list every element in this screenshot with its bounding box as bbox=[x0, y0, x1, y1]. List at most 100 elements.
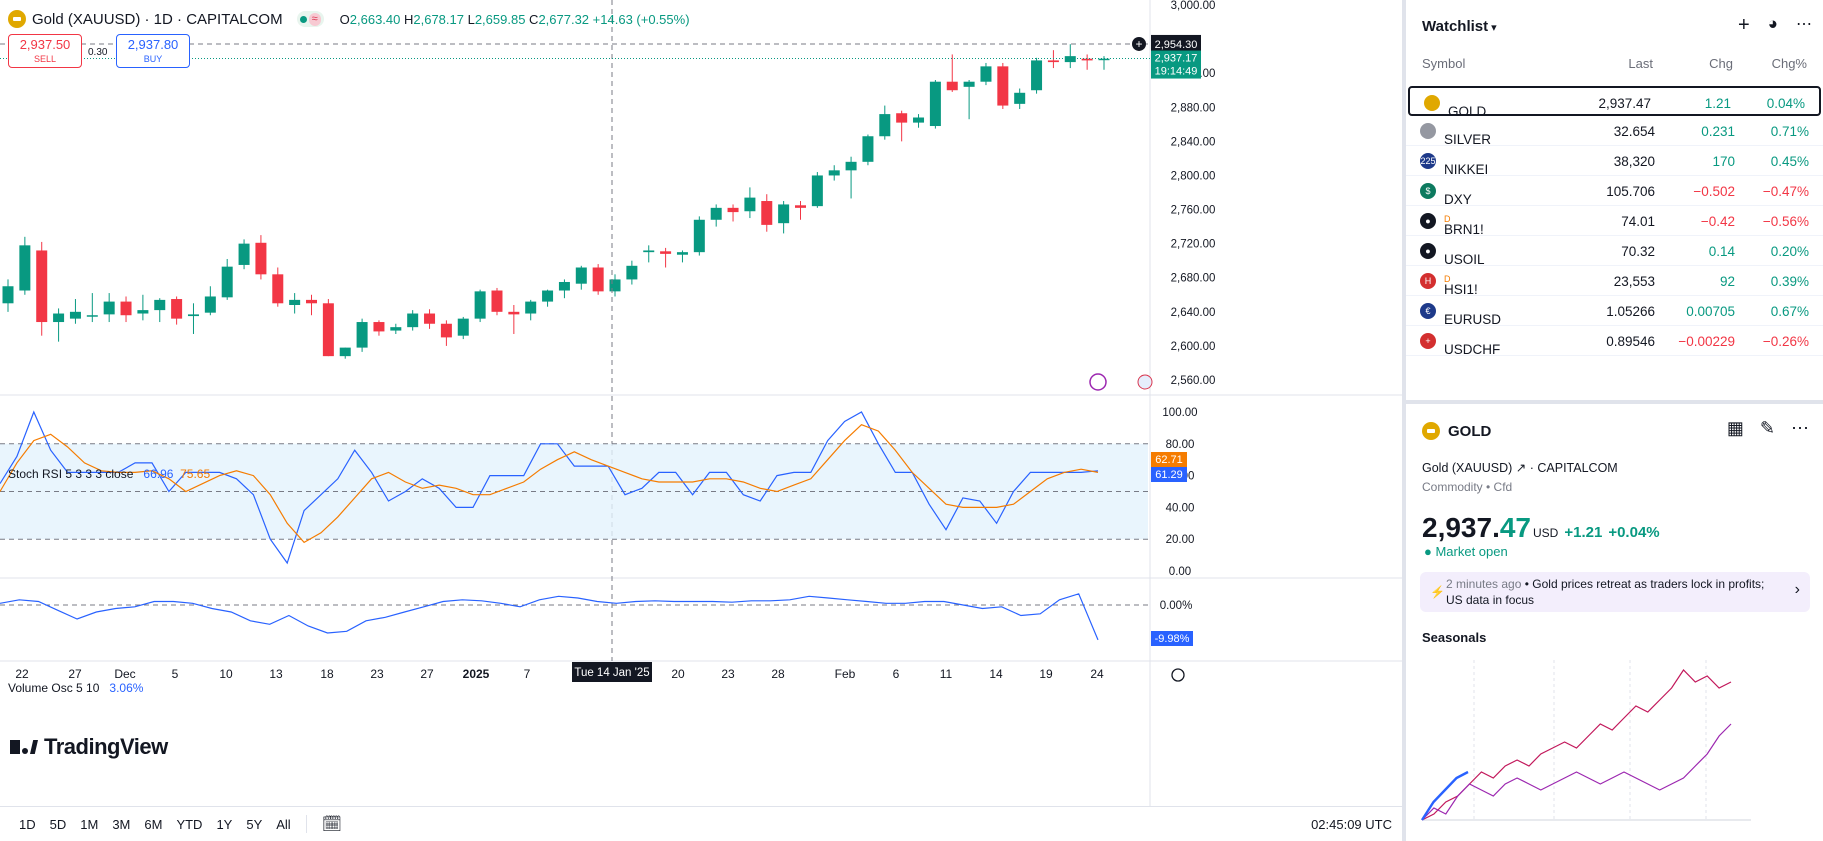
add-symbol-icon[interactable]: + bbox=[1738, 14, 1750, 36]
candle-body bbox=[744, 197, 756, 212]
range-1y-button[interactable]: 1Y bbox=[216, 816, 233, 832]
watchlist-chg-pct: 0.67% bbox=[1770, 304, 1809, 319]
watchlist-chg-pct: 0.45% bbox=[1770, 154, 1809, 169]
grid-view-icon[interactable]: ▦ bbox=[1726, 418, 1744, 438]
watchlist-row-brn1[interactable]: ● BRN1! D 74.01 −0.42 −0.56% bbox=[1406, 206, 1823, 237]
range-3m-button[interactable]: 3M bbox=[112, 816, 131, 832]
price-tail: 47 bbox=[1499, 512, 1532, 543]
flag-event-icon bbox=[1137, 374, 1153, 390]
crosshair-price-label: 2,954.30 bbox=[1155, 39, 1198, 51]
buy-button[interactable]: 2,937.80 BUY bbox=[116, 34, 190, 68]
more-options-icon[interactable]: ⋯ bbox=[1796, 16, 1812, 33]
volume-osc-legend[interactable]: Volume Osc 5 10 3.06% bbox=[8, 681, 143, 695]
sell-button[interactable]: 2,937.50 SELL bbox=[8, 34, 82, 68]
candle-body bbox=[306, 299, 318, 304]
tradingview-logo[interactable]: TradingView bbox=[10, 734, 168, 760]
watchlist-chg-pct: −0.47% bbox=[1762, 184, 1809, 199]
price-tick-label: 2,760.00 bbox=[1171, 205, 1216, 217]
price-chart[interactable]: 3,000.002,920.002,880.002,840.002,800.00… bbox=[0, 0, 1402, 806]
chart-panel[interactable]: 3,000.002,920.002,880.002,840.002,800.00… bbox=[0, 0, 1402, 841]
stoch-d-tag-label: 62.71 bbox=[1155, 454, 1183, 466]
more-options-icon[interactable]: ⋯ bbox=[1791, 418, 1809, 438]
price-change-pct: +0.04% bbox=[1608, 524, 1660, 541]
advanced-view-icon[interactable]: ◕ bbox=[1767, 14, 1778, 33]
details-full-name[interactable]: Gold (XAUUSD) ↗ · CAPITALCOM bbox=[1422, 461, 1618, 475]
candle-body bbox=[474, 291, 486, 319]
candle-body bbox=[255, 242, 267, 275]
external-link-icon[interactable]: ↗ bbox=[1515, 461, 1527, 475]
details-symbol-text: GOLD bbox=[1448, 422, 1492, 440]
watchlist-last: 38,320 bbox=[1613, 154, 1655, 169]
watchlist-last: 1.05266 bbox=[1606, 304, 1655, 319]
stoch-rsi-legend[interactable]: Stoch RSI 5 3 3 3 close 66.96 75.65 bbox=[8, 467, 210, 481]
watchlist-title[interactable]: Watchlist ▾ bbox=[1422, 18, 1497, 35]
candle-body bbox=[845, 161, 857, 171]
details-exchange: · CAPITALCOM bbox=[1529, 461, 1618, 475]
stoch-d-tag bbox=[1151, 452, 1187, 467]
ohlc-readout: O2,663.40 H2,678.17 L2,659.85 C2,677.32 … bbox=[339, 11, 690, 27]
candle-body bbox=[710, 207, 722, 220]
candle-body bbox=[373, 322, 385, 332]
candle-body bbox=[187, 314, 199, 317]
watchlist-row-gold[interactable]: GOLD 2,937.47 1.21 0.04% bbox=[1408, 86, 1821, 119]
watchlist-row-usdchf[interactable]: + USDCHF 0.89546 −0.00229 −0.26% bbox=[1406, 326, 1823, 357]
range-5y-button[interactable]: 5Y bbox=[246, 816, 263, 832]
watchlist-row-nikkei[interactable]: 225 NIKKEI 38,320 170 0.45% bbox=[1406, 146, 1823, 177]
range-ytd-button[interactable]: YTD bbox=[176, 816, 203, 832]
price-tick-label: 2,840.00 bbox=[1171, 136, 1216, 148]
watchlist-row-dxy[interactable]: $ DXY 105.706 −0.502 −0.47% bbox=[1406, 176, 1823, 207]
seasonals-chart[interactable]: JanAprJulOct bbox=[1406, 650, 1823, 841]
gold-symbol-icon bbox=[1422, 422, 1440, 440]
range-all-button[interactable]: All bbox=[276, 816, 291, 832]
candle-body bbox=[896, 113, 908, 123]
symbol-title[interactable]: Gold (XAUUSD) · 1D · CAPITALCOM bbox=[32, 10, 283, 28]
range-6m-button[interactable]: 6M bbox=[144, 816, 163, 832]
tradingview-wordmark: TradingView bbox=[44, 734, 168, 759]
candle-body bbox=[676, 252, 688, 255]
time-axis-label: 20 bbox=[671, 667, 685, 681]
details-toolbar: ▦ ✎ ⋯ bbox=[1727, 418, 1809, 439]
range-1d-button[interactable]: 1D bbox=[19, 816, 36, 832]
col-last: Last bbox=[1628, 56, 1653, 71]
candle-body bbox=[103, 301, 115, 315]
seasonals-series-line bbox=[1421, 723, 1732, 821]
edit-icon[interactable]: ✎ bbox=[1759, 418, 1775, 438]
details-symbol[interactable]: GOLD bbox=[1422, 422, 1491, 440]
utc-clock[interactable]: 02:45:09 UTC bbox=[1311, 816, 1392, 832]
watchlist-row-eurusd[interactable]: € EURUSD 1.05266 0.00705 0.67% bbox=[1406, 296, 1823, 327]
watchlist-chg: 92 bbox=[1719, 274, 1735, 289]
watchlist-last: 2,937.47 bbox=[1598, 96, 1651, 111]
range-5d-button[interactable]: 5D bbox=[49, 816, 67, 832]
candle-body bbox=[407, 313, 419, 328]
time-axis-label: 27 bbox=[68, 667, 82, 681]
watchlist-symbol: HSI1! D bbox=[1444, 274, 1478, 297]
watchlist-row-usoil[interactable]: ● USOIL 70.32 0.14 0.20% bbox=[1406, 236, 1823, 267]
watchlist-row-hsi1[interactable]: H HSI1! D 23,553 92 0.39% bbox=[1406, 266, 1823, 297]
news-banner[interactable]: ⚡ 2 minutes ago • Gold prices retreat as… bbox=[1420, 572, 1810, 612]
stoch-rsi-label: Stoch RSI 5 3 3 3 close bbox=[8, 467, 134, 481]
watchlist-row-silver[interactable]: SILVER 32.654 0.231 0.71% bbox=[1406, 116, 1823, 147]
market-status-pill[interactable]: ≈ bbox=[296, 11, 324, 27]
date-range-calendar-icon[interactable]: 🗓 bbox=[321, 816, 343, 833]
sell-label: SELL bbox=[33, 54, 57, 64]
seasonals-title[interactable]: Seasonals bbox=[1422, 630, 1487, 645]
candle-body bbox=[424, 313, 436, 324]
market-open-dot-icon bbox=[299, 15, 307, 23]
tradingview-mark-icon bbox=[10, 740, 38, 754]
candle-body bbox=[53, 313, 65, 323]
watchlist-last: 0.89546 bbox=[1606, 334, 1655, 349]
watchlist-chg: 0.231 bbox=[1701, 124, 1735, 139]
price-currency: USD bbox=[1533, 526, 1559, 540]
candle-body bbox=[322, 303, 334, 357]
candle-body bbox=[491, 290, 503, 312]
lightning-icon: ⚡ bbox=[1430, 585, 1445, 599]
candle-body bbox=[525, 301, 537, 314]
range-1m-button[interactable]: 1M bbox=[80, 816, 99, 832]
bottom-toolbar: 1D 5D 1M 3M 6M YTD 1Y 5Y All 🗓 02:45:09 … bbox=[0, 806, 1402, 841]
volosc-tick-label: 0.00% bbox=[1160, 600, 1193, 612]
gold-symbol-icon bbox=[8, 10, 26, 28]
details-price: 2,937.47 USD +1.21 +0.04% bbox=[1422, 512, 1660, 544]
candle-body bbox=[862, 136, 874, 162]
candle-body bbox=[204, 296, 216, 313]
col-chg: Chg bbox=[1709, 56, 1733, 71]
